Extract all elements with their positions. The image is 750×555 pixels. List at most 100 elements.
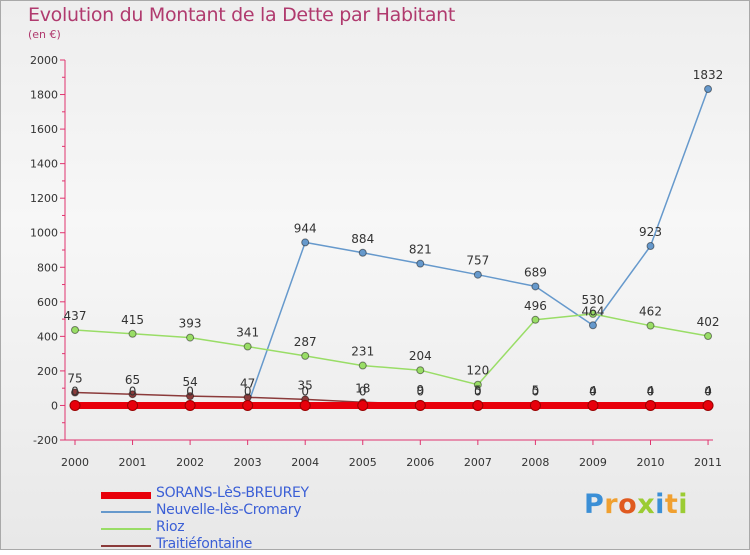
x-tick-label: 2004 xyxy=(291,456,319,469)
data-label: 0 xyxy=(71,384,79,398)
data-label: 5 xyxy=(532,384,540,398)
data-label: 65 xyxy=(125,373,140,387)
data-label: 47 xyxy=(240,376,255,390)
data-label: 75 xyxy=(67,372,82,386)
data-label: 341 xyxy=(236,326,259,340)
data-label: 4 xyxy=(704,384,712,398)
data-point xyxy=(128,329,137,338)
data-label: 689 xyxy=(524,265,547,279)
data-point xyxy=(702,399,714,411)
data-label: 0 xyxy=(589,384,597,398)
y-tick-label: 1200 xyxy=(30,192,58,205)
y-tick-label: 0 xyxy=(51,399,58,412)
data-point xyxy=(299,399,311,411)
data-label: 496 xyxy=(524,299,547,313)
legend-swatch xyxy=(101,492,151,499)
data-label: 54 xyxy=(182,375,197,389)
data-point xyxy=(243,342,252,351)
data-point xyxy=(646,242,655,251)
data-label: 923 xyxy=(639,225,662,239)
data-point xyxy=(588,321,597,330)
x-tick-label: 2000 xyxy=(61,456,89,469)
y-tick-label: 800 xyxy=(37,261,58,274)
data-point xyxy=(704,332,713,341)
data-label: 0 xyxy=(244,384,252,398)
data-label: 0 xyxy=(647,384,655,398)
data-point xyxy=(531,315,540,324)
data-label: 415 xyxy=(121,313,144,327)
x-tick-label: 2005 xyxy=(349,456,377,469)
logo-letter: P xyxy=(584,489,605,520)
y-tick-label: 200 xyxy=(37,365,58,378)
data-label: 462 xyxy=(639,305,662,319)
legend-swatch xyxy=(101,528,151,530)
data-label: 0 xyxy=(301,384,309,398)
x-tick-label: 2011 xyxy=(694,456,722,469)
data-point xyxy=(71,388,79,397)
legend-label: Traitiéfontaine xyxy=(156,536,253,552)
data-label: 4 xyxy=(589,384,597,398)
data-point xyxy=(704,85,713,94)
data-label: 4 xyxy=(647,384,655,398)
data-label: 0 xyxy=(474,384,482,398)
data-point xyxy=(473,270,482,279)
data-point xyxy=(472,399,484,411)
logo-letter: o xyxy=(618,489,638,520)
x-tick-label: 2003 xyxy=(234,456,262,469)
data-label: 287 xyxy=(294,335,317,349)
data-point xyxy=(358,248,367,257)
data-point xyxy=(416,259,425,268)
logo-letter: x xyxy=(637,489,656,520)
chart-title: Evolution du Montant de la Dette par Hab… xyxy=(28,4,456,26)
data-label: 0 xyxy=(416,384,424,398)
data-point xyxy=(587,399,599,411)
data-point xyxy=(358,361,367,370)
y-tick-label: 2000 xyxy=(30,54,58,67)
data-label: 402 xyxy=(697,315,720,329)
data-label: 9 xyxy=(416,383,424,397)
logo-letter: t xyxy=(664,489,679,520)
data-label: 944 xyxy=(294,221,317,235)
data-label: 1832 xyxy=(693,68,724,82)
y-tick-label: 600 xyxy=(37,296,58,309)
data-label: 0 xyxy=(359,384,367,398)
data-point xyxy=(646,321,655,330)
y-tick-label: -200 xyxy=(33,434,58,447)
data-label: 204 xyxy=(409,349,432,363)
logo-letter: i xyxy=(655,489,665,520)
data-label: 464 xyxy=(581,304,604,318)
data-point xyxy=(184,399,196,411)
data-label: 5 xyxy=(474,384,482,398)
chart-axes: 2000180016001400120010008006004002000-20… xyxy=(30,54,722,469)
x-tick-label: 2009 xyxy=(579,456,607,469)
series-line xyxy=(75,88,709,407)
x-tick-label: 2002 xyxy=(176,456,204,469)
y-tick-label: 1000 xyxy=(30,227,58,240)
proxiti-logo: Proxiti xyxy=(584,489,688,520)
data-label: 0 xyxy=(704,384,712,398)
data-point xyxy=(588,309,597,318)
data-point xyxy=(242,399,254,411)
data-label: 393 xyxy=(179,317,202,331)
legend-swatch xyxy=(101,511,151,513)
data-point xyxy=(186,333,195,342)
legend-label: SORANS-LèS-BREUREY xyxy=(156,485,309,501)
data-point xyxy=(128,390,137,399)
data-point xyxy=(127,399,139,411)
data-label: 437 xyxy=(64,309,87,323)
data-point xyxy=(301,351,310,360)
y-tick-label: 1800 xyxy=(30,89,58,102)
x-tick-label: 2001 xyxy=(119,456,147,469)
data-label: 0 xyxy=(129,384,137,398)
data-point xyxy=(414,399,426,411)
data-point xyxy=(416,366,425,375)
y-tick-label: 1400 xyxy=(30,158,58,171)
legend-label: Neuvelle-lès-Cromary xyxy=(156,502,302,518)
x-tick-label: 2008 xyxy=(521,456,549,469)
data-label: 120 xyxy=(466,364,489,378)
chart-subtitle: (en €) xyxy=(28,28,61,41)
data-label: 231 xyxy=(351,345,374,359)
data-point xyxy=(357,399,369,411)
